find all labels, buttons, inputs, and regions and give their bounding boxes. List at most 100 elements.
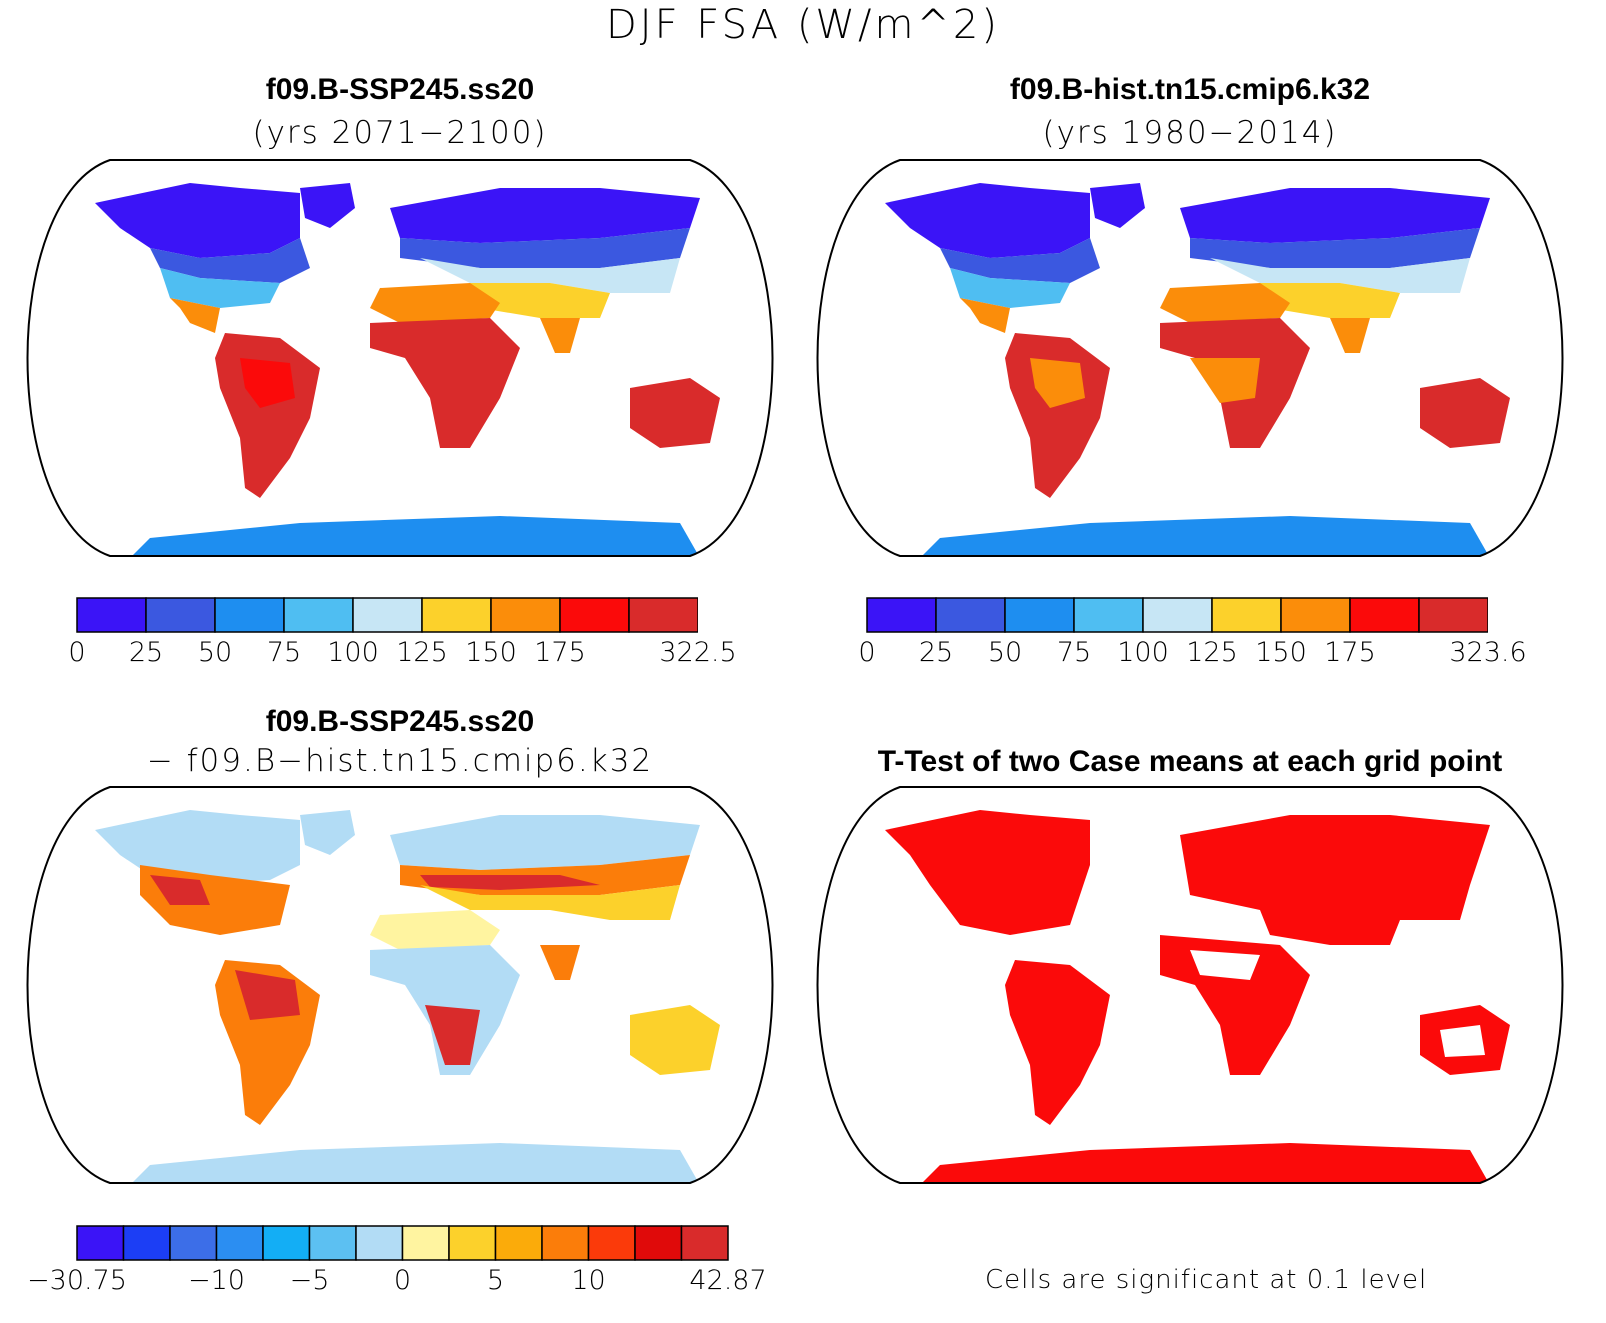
eurasia-mid xyxy=(400,228,690,268)
eurasia-band xyxy=(420,875,600,890)
colorbar-label: 25 xyxy=(918,637,954,668)
india xyxy=(540,318,580,353)
antarctica xyxy=(130,516,700,556)
colorbar-box xyxy=(283,597,354,633)
colorbar-box xyxy=(1073,597,1144,633)
panel2-colorbar xyxy=(866,597,1488,633)
panel3-subtitle: − f09.B−hist.tn15.cmip6.k32 xyxy=(146,743,654,779)
africa-north xyxy=(370,910,500,950)
panel1-subtitle: (yrs 2071−2100) xyxy=(252,115,548,151)
colorbar-label: 50 xyxy=(197,637,233,668)
colorbar-box xyxy=(169,1225,218,1261)
map-outline xyxy=(26,786,774,1184)
antarctica-significant xyxy=(920,1143,1490,1183)
colorbar-box xyxy=(628,597,698,633)
eurasia-south xyxy=(420,258,680,293)
panel1-map xyxy=(26,159,774,557)
colorbar-label: 10 xyxy=(571,1265,606,1296)
colorbar-label: 125 xyxy=(1186,637,1238,668)
africa-gap xyxy=(1190,950,1260,980)
australia xyxy=(630,378,720,448)
colorbar-box xyxy=(308,1225,357,1261)
colorbar-box xyxy=(935,597,1006,633)
colorbar-box xyxy=(866,597,937,633)
south-america xyxy=(215,333,320,498)
colorbar-box xyxy=(634,1225,683,1261)
colorbar-box xyxy=(145,597,216,633)
colorbar-label: 0 xyxy=(68,637,86,668)
colorbar-box xyxy=(215,1225,264,1261)
significance-note: Cells are significant at 0.1 level xyxy=(985,1265,1428,1295)
sa-significant xyxy=(1005,960,1110,1125)
africa-interior xyxy=(1190,358,1260,403)
na-south xyxy=(950,268,1070,308)
panel3-title: f09.B-SSP245.ss20 xyxy=(265,705,535,738)
colorbar-box xyxy=(352,597,423,633)
sa-interior xyxy=(240,358,295,408)
colorbar-label: 75 xyxy=(1056,637,1092,668)
north-africa xyxy=(370,283,500,323)
colorbar-box xyxy=(122,1225,171,1261)
map-outline xyxy=(816,786,1564,1184)
panel1-title: f09.B-SSP245.ss20 xyxy=(265,73,535,106)
africa-significant xyxy=(1160,935,1310,1075)
map-outline xyxy=(816,159,1564,557)
panel4-map xyxy=(816,786,1564,1184)
india xyxy=(540,945,580,980)
greenland xyxy=(300,183,355,228)
north-africa xyxy=(1160,283,1290,323)
eurasia-significant xyxy=(1180,815,1490,945)
eurasia-north xyxy=(1180,188,1490,243)
eurasia-mid xyxy=(1190,228,1480,268)
colorbar-label: 323.6 xyxy=(1449,637,1527,668)
colorbar-box xyxy=(214,597,285,633)
colorbar-label: 100 xyxy=(1117,637,1169,668)
sa-core xyxy=(235,970,300,1020)
colorbar-box xyxy=(262,1225,311,1261)
colorbar-box xyxy=(680,1225,729,1261)
colorbar-box xyxy=(490,597,561,633)
asia-warm xyxy=(1260,283,1400,318)
antarctica xyxy=(920,516,1490,556)
colorbar-box xyxy=(1004,597,1075,633)
panel2-title: f09.B-hist.tn15.cmip6.k32 xyxy=(1009,73,1371,106)
map-outline xyxy=(26,159,774,557)
africa-south xyxy=(425,1005,480,1065)
colorbar-label: 150 xyxy=(1255,637,1307,668)
asia-south xyxy=(420,885,680,920)
na-significant xyxy=(885,810,1090,935)
na-north xyxy=(885,183,1090,258)
colorbar-box xyxy=(355,1225,404,1261)
panel3-colorbar xyxy=(76,1225,729,1261)
colorbar-box xyxy=(76,597,147,633)
greenland xyxy=(1090,183,1145,228)
colorbar-box xyxy=(1142,597,1213,633)
na-mid xyxy=(150,238,310,283)
colorbar-label: −10 xyxy=(188,1265,245,1296)
south-america xyxy=(1005,333,1110,498)
panel1-colorbar xyxy=(76,597,698,633)
colorbar-label: −5 xyxy=(289,1265,330,1296)
colorbar-label: 322.5 xyxy=(659,637,737,668)
australia-gap xyxy=(1440,1025,1485,1057)
na-mid xyxy=(940,238,1100,283)
colorbar-label: 150 xyxy=(465,637,517,668)
africa xyxy=(370,318,520,448)
colorbar-label: 50 xyxy=(987,637,1023,668)
na-core xyxy=(150,875,210,905)
colorbar-label: 75 xyxy=(266,637,302,668)
mexico xyxy=(170,298,220,333)
colorbar-label: 42.87 xyxy=(689,1265,767,1296)
colorbar-box xyxy=(1211,597,1282,633)
panel2-subtitle: (yrs 1980−2014) xyxy=(1042,115,1338,151)
eurasia-north xyxy=(390,815,700,870)
panel2-map xyxy=(816,159,1564,557)
greenland xyxy=(300,810,355,855)
antarctica xyxy=(130,1143,700,1183)
eurasia-south xyxy=(1210,258,1470,293)
colorbar-label: 25 xyxy=(128,637,164,668)
colorbar-label: 0 xyxy=(858,637,876,668)
colorbar-box xyxy=(448,1225,497,1261)
colorbar-box xyxy=(1349,597,1420,633)
colorbar-box xyxy=(494,1225,543,1261)
